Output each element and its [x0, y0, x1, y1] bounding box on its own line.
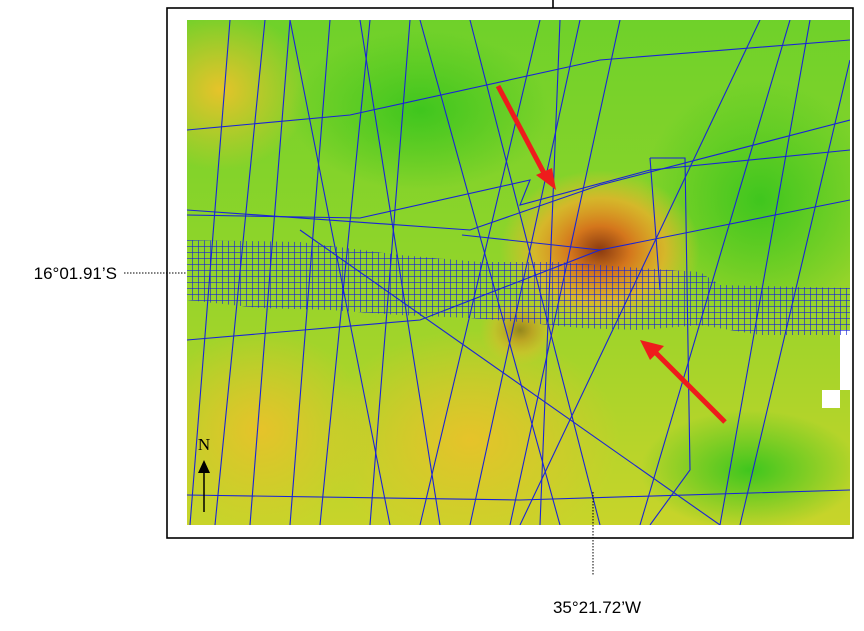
longitude-label: 35°21.72’W: [553, 598, 641, 617]
no-data: [822, 390, 840, 408]
survey-grid: [187, 240, 850, 335]
ship-tracks: [187, 20, 850, 525]
terrain-blob: [187, 330, 370, 525]
terrain-blob: [320, 330, 620, 525]
terrain-blob: [290, 30, 550, 190]
arrows: [495, 84, 727, 424]
terrain-blob: [640, 410, 850, 525]
no-data: [840, 330, 850, 390]
map-area: N: [187, 20, 850, 525]
north-arrow-head: [198, 460, 210, 473]
north-label: N: [198, 435, 210, 454]
terrain-blob: [187, 20, 310, 170]
latitude-label: 16°01.91’S: [34, 264, 117, 283]
